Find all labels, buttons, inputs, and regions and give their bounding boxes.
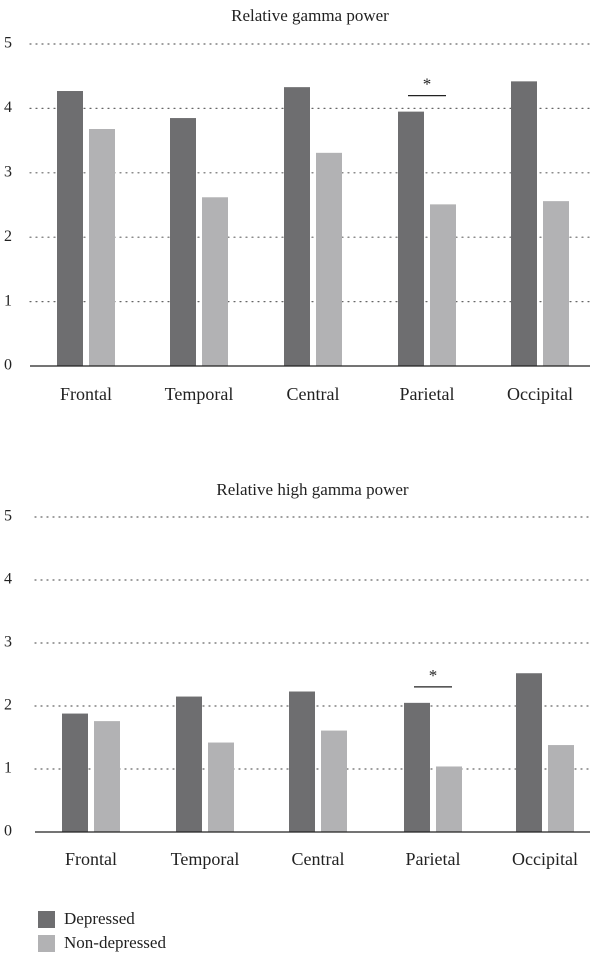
legend: Depressed Non-depressed [38,907,166,955]
bar-non-depressed-temporal [202,197,228,366]
bar-depressed-frontal [62,713,88,832]
significance-star: * [429,666,438,685]
x-tick-label: Central [292,849,345,869]
y-tick-label: 3 [4,634,12,651]
y-tick-label: 0 [4,357,12,374]
legend-swatch-non-depressed [38,934,55,952]
bar-non-depressed-temporal [208,742,234,832]
y-tick-label: 2 [4,697,12,714]
bar-depressed-occipital [516,673,542,832]
chart-title: Relative high gamma power [216,480,408,499]
x-tick-label: Occipital [512,849,578,869]
x-tick-label: Frontal [65,849,117,869]
legend-label-depressed: Depressed [64,909,135,928]
bar-non-depressed-occipital [543,201,569,366]
y-tick-label: 2 [4,228,12,245]
bar-depressed-temporal [176,696,202,832]
significance-star: * [423,75,432,94]
x-tick-label: Parietal [400,384,455,404]
x-tick-label: Occipital [507,384,573,404]
bar-depressed-temporal [170,118,196,366]
x-tick-label: Temporal [165,384,234,404]
x-tick-label: Temporal [171,849,240,869]
y-tick-label: 5 [4,35,12,52]
legend-swatch-depressed [38,910,55,928]
y-tick-label: 3 [4,163,12,180]
x-tick-label: Frontal [60,384,112,404]
chart-title: Relative gamma power [231,6,389,25]
y-tick-label: 1 [4,292,12,309]
y-tick-label: 4 [4,571,12,588]
legend-item-depressed: Depressed [38,907,166,931]
y-tick-label: 5 [4,508,12,525]
bar-non-depressed-frontal [89,129,115,366]
y-tick-label: 0 [4,823,12,840]
bar-depressed-central [284,87,310,366]
bar-depressed-occipital [511,81,537,367]
bar-non-depressed-occipital [548,745,574,832]
bar-non-depressed-frontal [94,721,120,832]
y-tick-label: 4 [4,99,12,116]
bar-non-depressed-parietal [436,766,462,832]
bar-depressed-parietal [404,702,430,832]
bar-non-depressed-parietal [430,204,456,366]
bar-depressed-frontal [57,91,83,367]
y-tick-label: 1 [4,760,12,777]
bar-depressed-parietal [398,111,424,367]
bar-depressed-central [289,691,315,832]
bar-non-depressed-central [316,152,342,366]
bar-non-depressed-central [321,730,347,832]
x-tick-label: Central [287,384,340,404]
x-tick-label: Parietal [406,849,461,869]
legend-item-non-depressed: Non-depressed [38,931,166,955]
legend-label-non-depressed: Non-depressed [64,933,166,952]
